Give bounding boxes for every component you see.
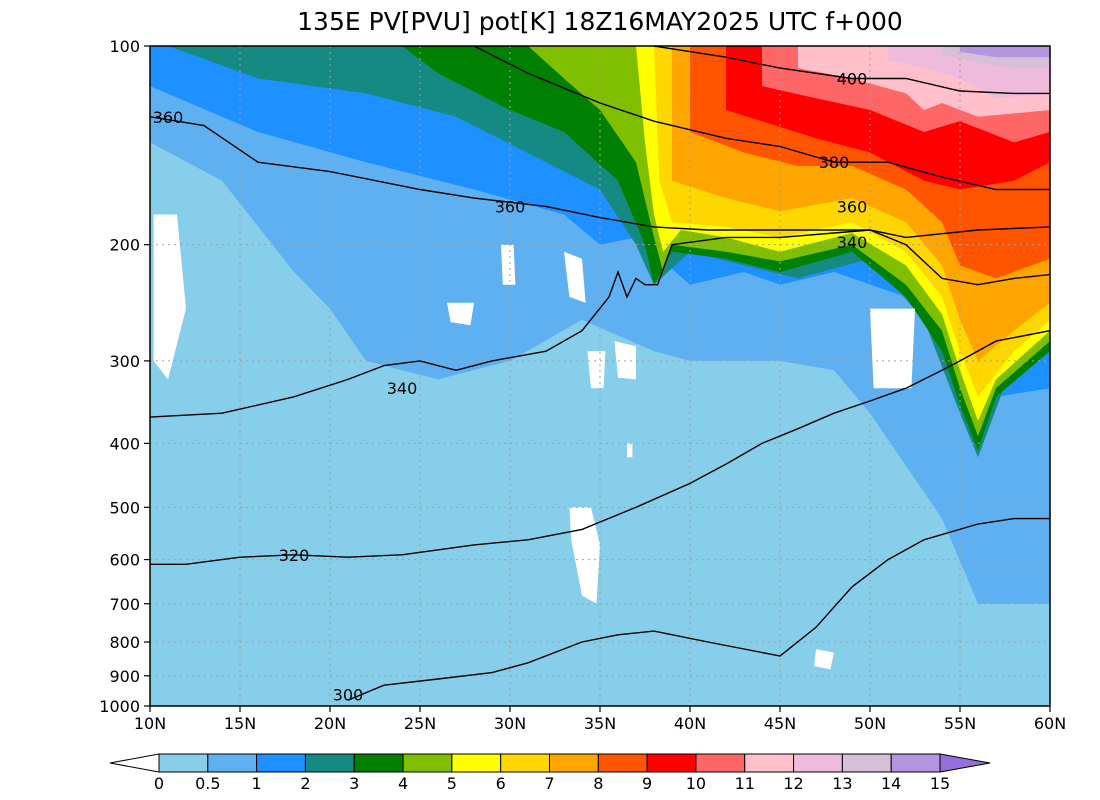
isentrope-380 <box>473 46 1050 191</box>
y-tick-label-1: 200 <box>109 236 140 255</box>
colorbar-swatch-13 <box>793 753 843 773</box>
isentrope-label-0: 300 <box>333 685 364 704</box>
colorbar-tick-label-0: 0 <box>154 774 164 793</box>
isentrope-label-5: 400 <box>837 69 868 88</box>
colorbar-tick-label-11: 10 <box>686 774 706 793</box>
isentrope-label-7: 360 <box>837 197 868 216</box>
y-tick-label-7: 800 <box>109 633 140 652</box>
colorbar-tick-label-9: 8 <box>593 774 603 793</box>
isentrope-360 <box>150 116 1050 239</box>
x-tick-label-3: 25N <box>404 714 436 733</box>
colorbar-tick-label-3: 2 <box>300 774 310 793</box>
isentrope-320 <box>150 330 1050 565</box>
isentrope-300 <box>347 517 1050 701</box>
x-tick-label-8: 50N <box>854 714 886 733</box>
colorbar-swatch-11 <box>695 753 746 773</box>
pv-negative-patch-9 <box>814 649 834 670</box>
colorbar-tick-label-5: 4 <box>398 774 408 793</box>
pv-negative-patch-0 <box>153 214 186 380</box>
colorbar-swatch-7 <box>500 753 550 773</box>
colorbar-swatch-4 <box>353 753 404 773</box>
x-tick-label-6: 40N <box>674 714 706 733</box>
y-tick-label-8: 900 <box>109 667 140 686</box>
chart-title: 135E PV[PVU] pot[K] 18Z16MAY2025 UTC f+0… <box>297 7 903 36</box>
isentrope-label-6: 360 <box>153 108 184 127</box>
colorbar-tick-label-15: 14 <box>881 774 901 793</box>
colorbar-tick-label-2: 1 <box>252 774 262 793</box>
colorbar-swatch-12 <box>744 753 795 773</box>
colorbar-swatch-0 <box>158 753 209 773</box>
isentrope-label-2: 340 <box>387 379 418 398</box>
pv-negative-patch-8 <box>627 443 633 458</box>
x-tick-label-4: 30N <box>494 714 526 733</box>
y-tick-label-0: 100 <box>109 37 140 56</box>
isentrope-340 <box>150 229 1050 418</box>
isentrope-label-4: 380 <box>819 153 850 172</box>
colorbar-tick-label-12: 11 <box>735 774 755 793</box>
colorbar-tick-label-8: 7 <box>544 774 554 793</box>
colorbar-over-arrow <box>939 753 991 773</box>
pv-filled-contours <box>150 46 1050 706</box>
colorbar-tick-label-10: 9 <box>642 774 652 793</box>
colorbar-tick-label-7: 6 <box>496 774 506 793</box>
pv-negative-patch-3 <box>447 302 474 326</box>
pv-negative-patch-2 <box>564 251 586 303</box>
colorbar-swatch-14 <box>841 753 892 773</box>
y-tick-label-4: 500 <box>109 498 140 517</box>
colorbar-swatch-15 <box>890 753 941 773</box>
colorbar-tick-label-4: 3 <box>349 774 359 793</box>
colorbar-tick-label-1: 0.5 <box>195 774 220 793</box>
colorbar-swatch-1 <box>207 753 258 773</box>
colorbar-swatch-8 <box>549 753 599 773</box>
x-tick-label-2: 20N <box>314 714 346 733</box>
pv-band-15 <box>960 46 1050 58</box>
x-tick-label-5: 35N <box>584 714 616 733</box>
y-axis: 100 200 300 400 500 600 700 800 900 1000 <box>99 37 150 716</box>
pv-negative-patch-5 <box>614 341 636 380</box>
y-tick-label-2: 300 <box>109 352 140 371</box>
colorbar-swatch-9 <box>597 753 648 773</box>
grid-lines <box>150 46 1050 706</box>
isentrope-lines <box>150 46 1050 701</box>
colorbar-swatch-2 <box>256 753 306 773</box>
x-tick-label-7: 45N <box>764 714 796 733</box>
y-tick-label-9: 1000 <box>99 697 140 716</box>
y-tick-label-5: 600 <box>109 551 140 570</box>
colorbar-swatch-3 <box>304 753 355 773</box>
pv-negative-patch-7 <box>569 507 600 604</box>
isentrope-400 <box>653 46 1050 95</box>
isentrope-label-1: 320 <box>279 546 310 565</box>
x-tick-label-10: 60N <box>1034 714 1066 733</box>
pv-negative-patch-6 <box>870 308 915 389</box>
colorbar-tick-label-14: 13 <box>832 774 852 793</box>
isentrope-label-8: 340 <box>837 233 868 252</box>
x-tick-label-1: 15N <box>224 714 256 733</box>
colorbar-swatch-10 <box>646 753 697 773</box>
isentrope-labels: 300 320 340 360 380 400 360 360 340 <box>153 69 868 704</box>
x-axis: 10N 15N 20N 25N 30N 35N 40N 45N 50N 55N 60N <box>134 706 1066 733</box>
x-tick-label-0: 10N <box>134 714 166 733</box>
y-tick-label-3: 400 <box>109 434 140 453</box>
x-tick-label-9: 55N <box>944 714 976 733</box>
colorbar-tick-label-13: 12 <box>783 774 803 793</box>
colorbar-swatch-5 <box>402 753 453 773</box>
colorbar-tick-label-6: 5 <box>447 774 457 793</box>
colorbar: 0 0.5 1 2 3 4 5 6 7 8 9 10 11 12 13 14 15 <box>109 753 991 793</box>
y-tick-label-6: 700 <box>109 595 140 614</box>
colorbar-swatch-6 <box>451 753 502 773</box>
isentrope-label-3: 360 <box>495 197 526 216</box>
colorbar-under-arrow <box>109 753 160 773</box>
pv-negative-patch-1 <box>501 244 516 285</box>
colorbar-tick-label-16: 15 <box>930 774 950 793</box>
